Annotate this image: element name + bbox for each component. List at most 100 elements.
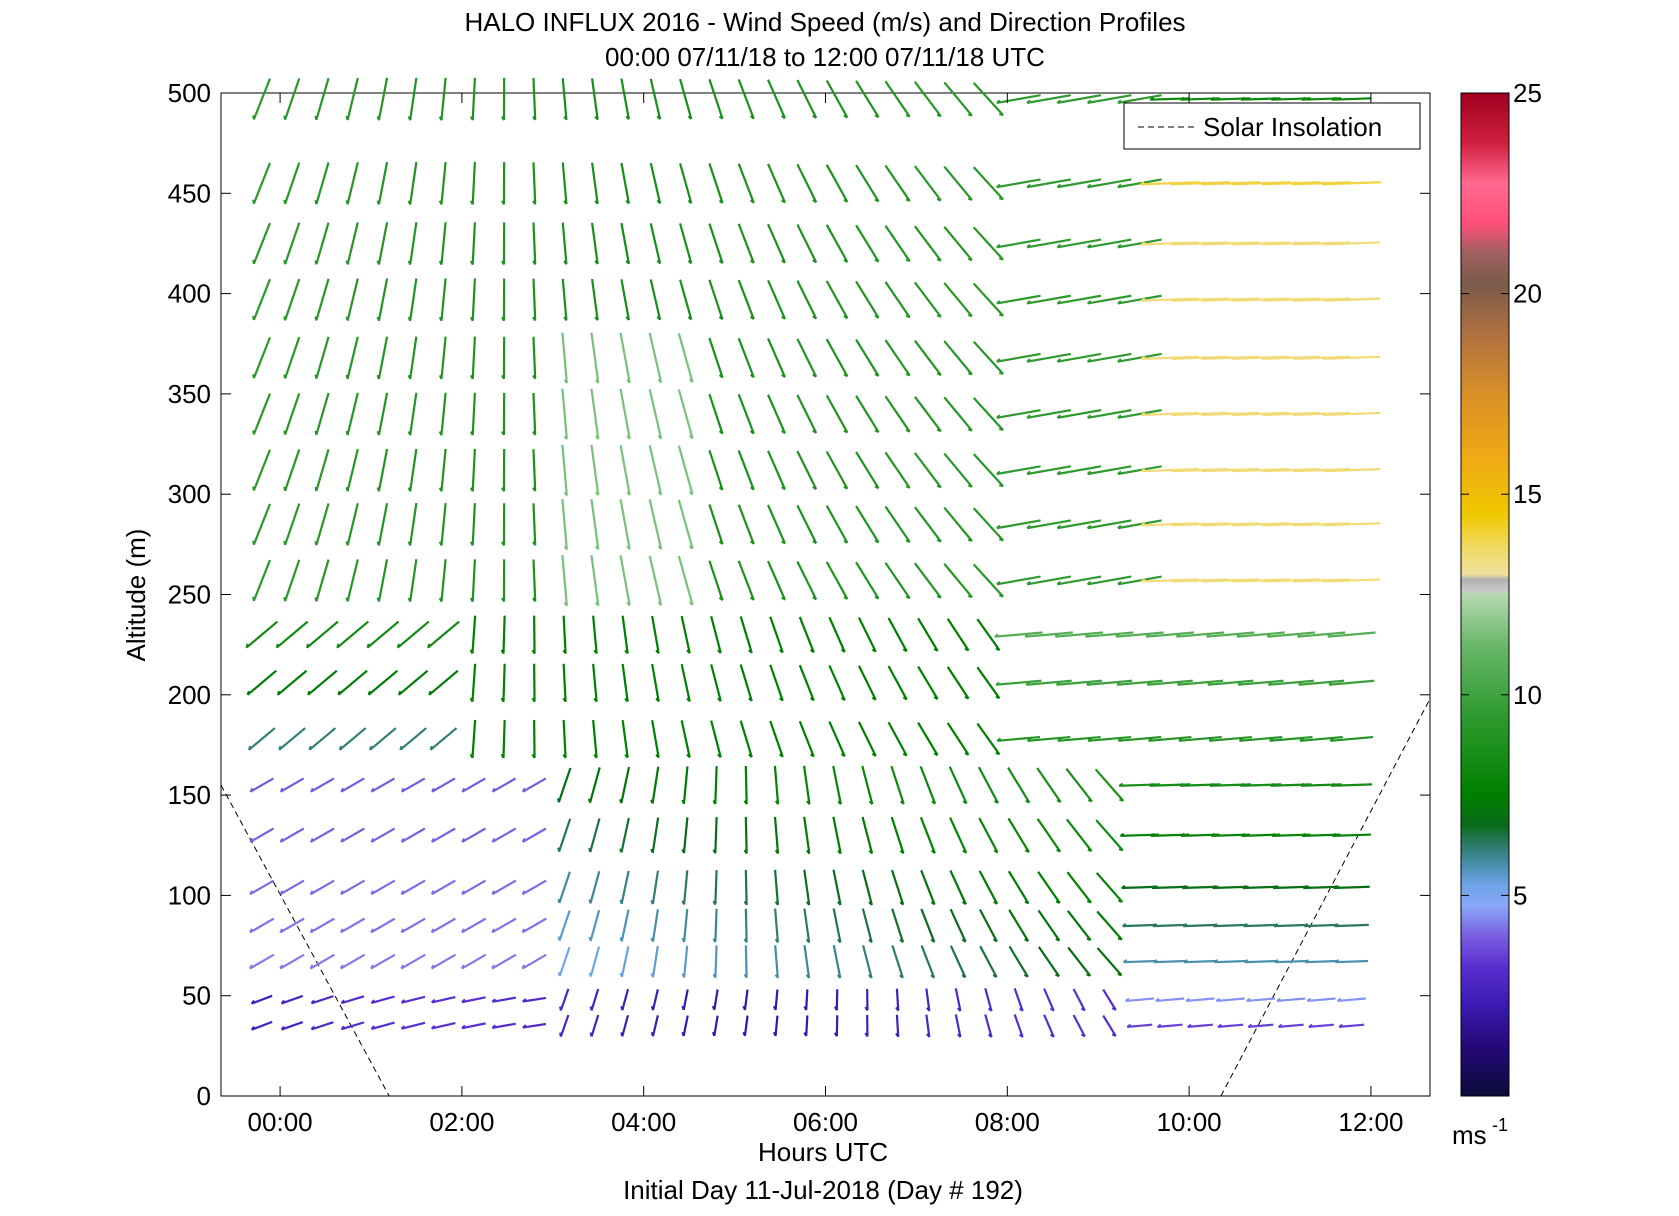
wind-barb-head: [656, 259, 661, 265]
wind-barb-shaft: [532, 162, 537, 205]
wind-barb-head: [1121, 884, 1126, 889]
wind-barb-head: [314, 115, 318, 121]
wind-barb-head: [1176, 681, 1182, 686]
wind-barb-shaft: [1026, 679, 1072, 686]
wind-barb: [949, 908, 967, 943]
wind-barb: [438, 161, 447, 205]
wind-barb-shaft: [890, 869, 905, 906]
wind-barb-shaft: [1335, 959, 1368, 964]
wind-barb: [712, 766, 718, 805]
wind-barb-shaft: [1085, 631, 1134, 638]
wind-barb-head: [781, 199, 786, 204]
wind-barb: [1026, 519, 1071, 530]
wind-barb: [309, 953, 335, 970]
wind-barb-head: [843, 373, 848, 378]
wind-barb-head: [1140, 297, 1146, 302]
wind-barb-shaft: [532, 78, 537, 121]
wind-barb: [407, 448, 418, 492]
wind-barb: [1122, 959, 1157, 964]
wind-barb: [407, 502, 418, 546]
wind-barb-head: [1153, 959, 1158, 964]
wind-barb: [648, 499, 663, 550]
wind-barb-head: [370, 928, 374, 933]
wind-barb-shaft: [913, 506, 942, 543]
wind-barb: [1327, 631, 1376, 638]
wind-barb-shaft: [284, 222, 301, 265]
wind-barb-head: [314, 260, 318, 265]
wind-barb: [559, 988, 570, 1011]
wind-barb-shaft: [767, 560, 786, 601]
wind-barb: [588, 909, 601, 942]
wind-barb-head: [562, 754, 567, 759]
x-tick-label: 02:00: [429, 1107, 494, 1137]
wind-barb: [825, 280, 849, 320]
wind-barb-head: [905, 198, 911, 202]
wind-barb-shaft: [769, 616, 784, 653]
wind-barb-head: [400, 999, 406, 1004]
wind-barb-shaft: [972, 563, 1004, 598]
wind-barb: [887, 665, 908, 701]
wind-barb-shaft: [1026, 519, 1071, 530]
wind-barb-shaft: [1214, 959, 1247, 964]
wind-barb-shaft: [1088, 735, 1131, 742]
wind-barb-head: [345, 200, 349, 205]
wind-barb-shaft: [737, 337, 755, 378]
wind-barb-head: [967, 538, 973, 542]
wind-barb: [1026, 294, 1071, 305]
y-tick-label: 150: [168, 780, 211, 810]
wind-barb-head: [557, 971, 561, 977]
wind-barb-shaft: [315, 278, 330, 321]
wind-barb: [275, 620, 309, 649]
wind-barb-shaft: [1206, 631, 1255, 638]
wind-barb-shaft: [532, 559, 537, 602]
wind-barb-shaft: [306, 620, 339, 649]
wind-barb: [314, 162, 330, 205]
wind-barb-head: [650, 900, 654, 905]
wind-barb-shaft: [1008, 909, 1030, 942]
wind-barb-head: [688, 601, 694, 606]
wind-barb-head: [812, 259, 817, 264]
wind-barb: [557, 818, 572, 852]
wind-barb: [345, 503, 359, 546]
wind-barb-head: [900, 800, 905, 805]
wind-barb-head: [314, 486, 318, 492]
wind-barb-head: [1208, 737, 1214, 742]
wind-barb-shaft: [861, 765, 874, 805]
wind-barb: [469, 503, 476, 546]
wind-barb-head: [1152, 923, 1157, 927]
wind-barb-shaft: [798, 664, 815, 701]
wind-barb-head: [874, 485, 880, 490]
wind-barb-shaft: [744, 816, 748, 854]
wind-barb: [438, 559, 447, 603]
wind-barb-shaft: [954, 1014, 962, 1038]
wind-barb-head: [1272, 884, 1277, 889]
wind-barb: [340, 995, 365, 1005]
wind-barb: [1183, 959, 1217, 964]
wind-barb-shaft: [397, 620, 430, 649]
wind-barb-shaft: [491, 917, 517, 934]
wind-barb-shaft: [471, 162, 476, 205]
wind-barb-head: [1217, 1023, 1222, 1028]
wind-barb-head: [1140, 468, 1146, 472]
wind-barb-head: [994, 633, 999, 638]
wind-barb-shaft: [1057, 465, 1102, 476]
wind-barb-head: [501, 200, 505, 205]
wind-barb: [855, 561, 880, 600]
wind-barb: [954, 988, 962, 1012]
wind-barb: [972, 397, 1004, 432]
wind-barb-shaft: [440, 77, 447, 121]
wind-barb-head: [1322, 355, 1327, 360]
wind-barb-shaft: [249, 827, 275, 843]
wind-barb-head: [588, 847, 592, 853]
wind-barb-head: [461, 837, 465, 843]
y-axis-label: Altitude (m): [121, 529, 151, 662]
wind-barb-head: [1322, 241, 1327, 246]
wind-barb-head: [407, 541, 412, 546]
chart-title: HALO INFLUX 2016 - Wind Speed (m/s) and …: [464, 7, 1185, 37]
wind-barb-head: [1117, 358, 1122, 363]
wind-barb: [825, 394, 849, 434]
wind-barb: [430, 953, 457, 970]
wind-barb: [461, 879, 487, 896]
wind-barb-head: [843, 199, 848, 203]
wind-barb: [276, 669, 308, 696]
